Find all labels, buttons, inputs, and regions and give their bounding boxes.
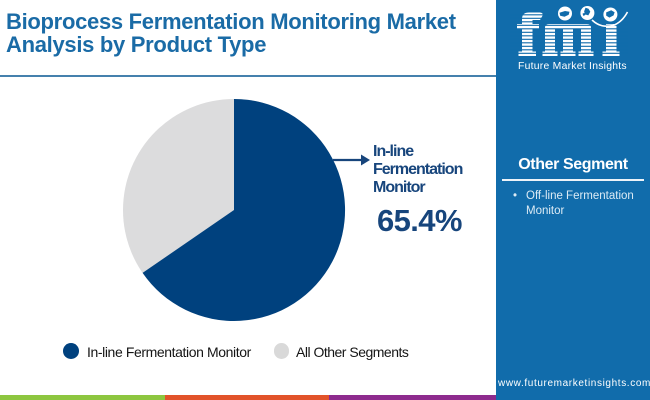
- svg-text:Future Market Insights: Future Market Insights: [518, 61, 627, 72]
